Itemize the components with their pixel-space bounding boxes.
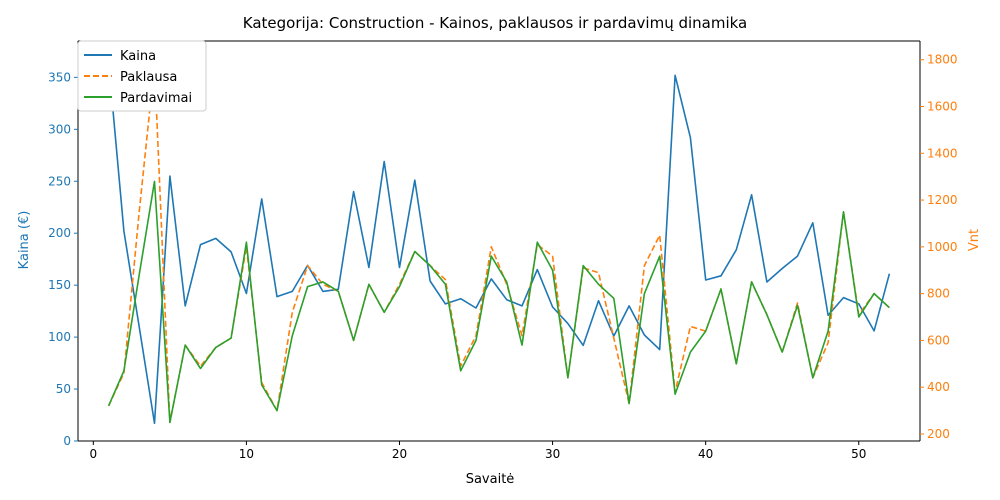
axes-layer: 0 10 20 30 40 50 0 50 100 150 200 250 300 350 200 400 60…	[48, 40, 958, 461]
y-left-tick-label: 150	[48, 278, 71, 292]
y-axis-left-label: Kaina (€)	[17, 211, 32, 270]
y-right-tick-label: 1800	[927, 53, 958, 67]
y-right-tick-label: 1000	[927, 240, 958, 254]
y-right-tick-label: 800	[927, 287, 950, 301]
series-line-pardavimai	[107, 180, 890, 424]
x-tick-label: 10	[239, 447, 254, 461]
x-tick-label: 50	[851, 447, 866, 461]
legend-label-pardavimai: Pardavimai	[120, 91, 192, 106]
y-left-tick-label: 350	[48, 70, 71, 84]
y-right-tick-label: 400	[927, 380, 950, 394]
x-tick-label: 0	[89, 447, 97, 461]
x-axis-label: Savaitė	[466, 472, 515, 487]
y-right-tick-label: 1200	[927, 193, 958, 207]
x-tick-label: 40	[698, 447, 713, 461]
series-layer	[107, 61, 891, 425]
y-right-tick-label: 1400	[927, 146, 958, 160]
y-left-tick-label: 50	[56, 382, 71, 396]
y-right-tick-label: 200	[927, 427, 950, 441]
y-left-tick-label: 100	[48, 330, 71, 344]
series-line-kaina	[107, 61, 891, 425]
y-left-tick-label: 300	[48, 122, 71, 136]
legend-label-kaina: Kaina	[120, 49, 156, 64]
legend-label-paklausa: Paklausa	[120, 70, 177, 85]
y-right-tick-label: 600	[927, 333, 950, 347]
y-axis-right-label: Vnt	[967, 229, 982, 251]
y-left-tick-label: 0	[63, 434, 71, 448]
legend-box	[77, 40, 207, 112]
y-left-tick-label: 250	[48, 174, 71, 188]
y-right-tick-label: 1600	[927, 99, 958, 113]
legend: Kaina Paklausa Pardavimai	[77, 40, 207, 112]
x-tick-label: 20	[392, 447, 407, 461]
y-left-tick-label: 200	[48, 226, 71, 240]
chart-title: Kategorija: Construction - Kainos, pakla…	[243, 14, 748, 32]
x-tick-label: 30	[545, 447, 560, 461]
